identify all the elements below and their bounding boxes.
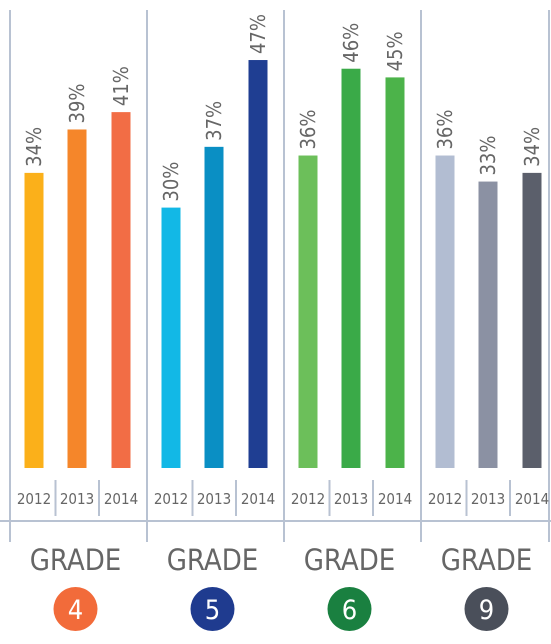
bar (248, 60, 268, 468)
value-label: 36% (296, 110, 320, 150)
group-title: GRADE (304, 543, 396, 577)
group-title: GRADE (167, 543, 259, 577)
value-label: 47% (246, 14, 270, 54)
grade-number: 9 (479, 595, 494, 626)
x-tick-label: 2013 (60, 490, 94, 508)
group-title: GRADE (30, 543, 122, 577)
value-label: 36% (433, 110, 457, 150)
bar (478, 181, 498, 468)
bar (298, 155, 318, 468)
x-tick-label: 2013 (334, 490, 368, 508)
value-label: 34% (22, 127, 46, 167)
x-tick-label: 2014 (378, 490, 412, 508)
value-label: 39% (65, 83, 89, 123)
x-tick-label: 2013 (197, 490, 231, 508)
x-tick-label: 2014 (515, 490, 549, 508)
grade-badge (464, 587, 509, 631)
value-label: 41% (109, 66, 133, 106)
x-tick-label: 2012 (291, 490, 325, 508)
x-tick-label: 2014 (104, 490, 138, 508)
grade-badge (190, 587, 235, 631)
value-label: 46% (339, 23, 363, 63)
x-tick-label: 2014 (241, 490, 275, 508)
value-label: 30% (159, 162, 183, 202)
x-tick-label: 2012 (154, 490, 188, 508)
bar (522, 172, 542, 468)
x-tick-label: 2012 (428, 490, 462, 508)
group-title: GRADE (441, 543, 533, 577)
bar (67, 129, 87, 469)
grade-badge (53, 587, 98, 631)
bar (24, 172, 44, 468)
bar (385, 77, 405, 469)
grade-number: 5 (205, 595, 220, 626)
value-label: 45% (383, 31, 407, 71)
bar (341, 68, 361, 468)
grade-number: 6 (342, 595, 357, 626)
x-tick-label: 2013 (471, 490, 505, 508)
value-label: 33% (476, 136, 500, 176)
bar (204, 146, 224, 468)
x-tick-label: 2012 (17, 490, 51, 508)
grade-badge (327, 587, 372, 631)
bar (111, 112, 131, 469)
grade-number: 4 (68, 595, 83, 626)
bar (161, 207, 181, 468)
value-label: 34% (520, 127, 544, 167)
value-label: 37% (202, 101, 226, 141)
bar (435, 155, 455, 468)
